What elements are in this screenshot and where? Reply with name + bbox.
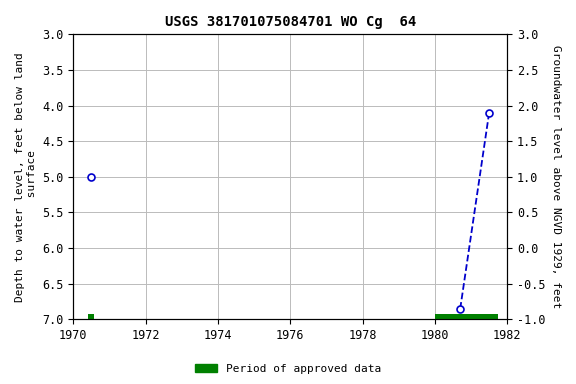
Bar — [435, 314, 498, 324]
Bar — [89, 314, 94, 324]
Y-axis label: Groundwater level above NGVD 1929, feet: Groundwater level above NGVD 1929, feet — [551, 45, 561, 308]
Y-axis label: Depth to water level, feet below land
 surface: Depth to water level, feet below land su… — [15, 52, 37, 302]
Title: USGS 381701075084701 WO Cg  64: USGS 381701075084701 WO Cg 64 — [165, 15, 416, 29]
Legend: Period of approved data: Period of approved data — [191, 359, 385, 379]
